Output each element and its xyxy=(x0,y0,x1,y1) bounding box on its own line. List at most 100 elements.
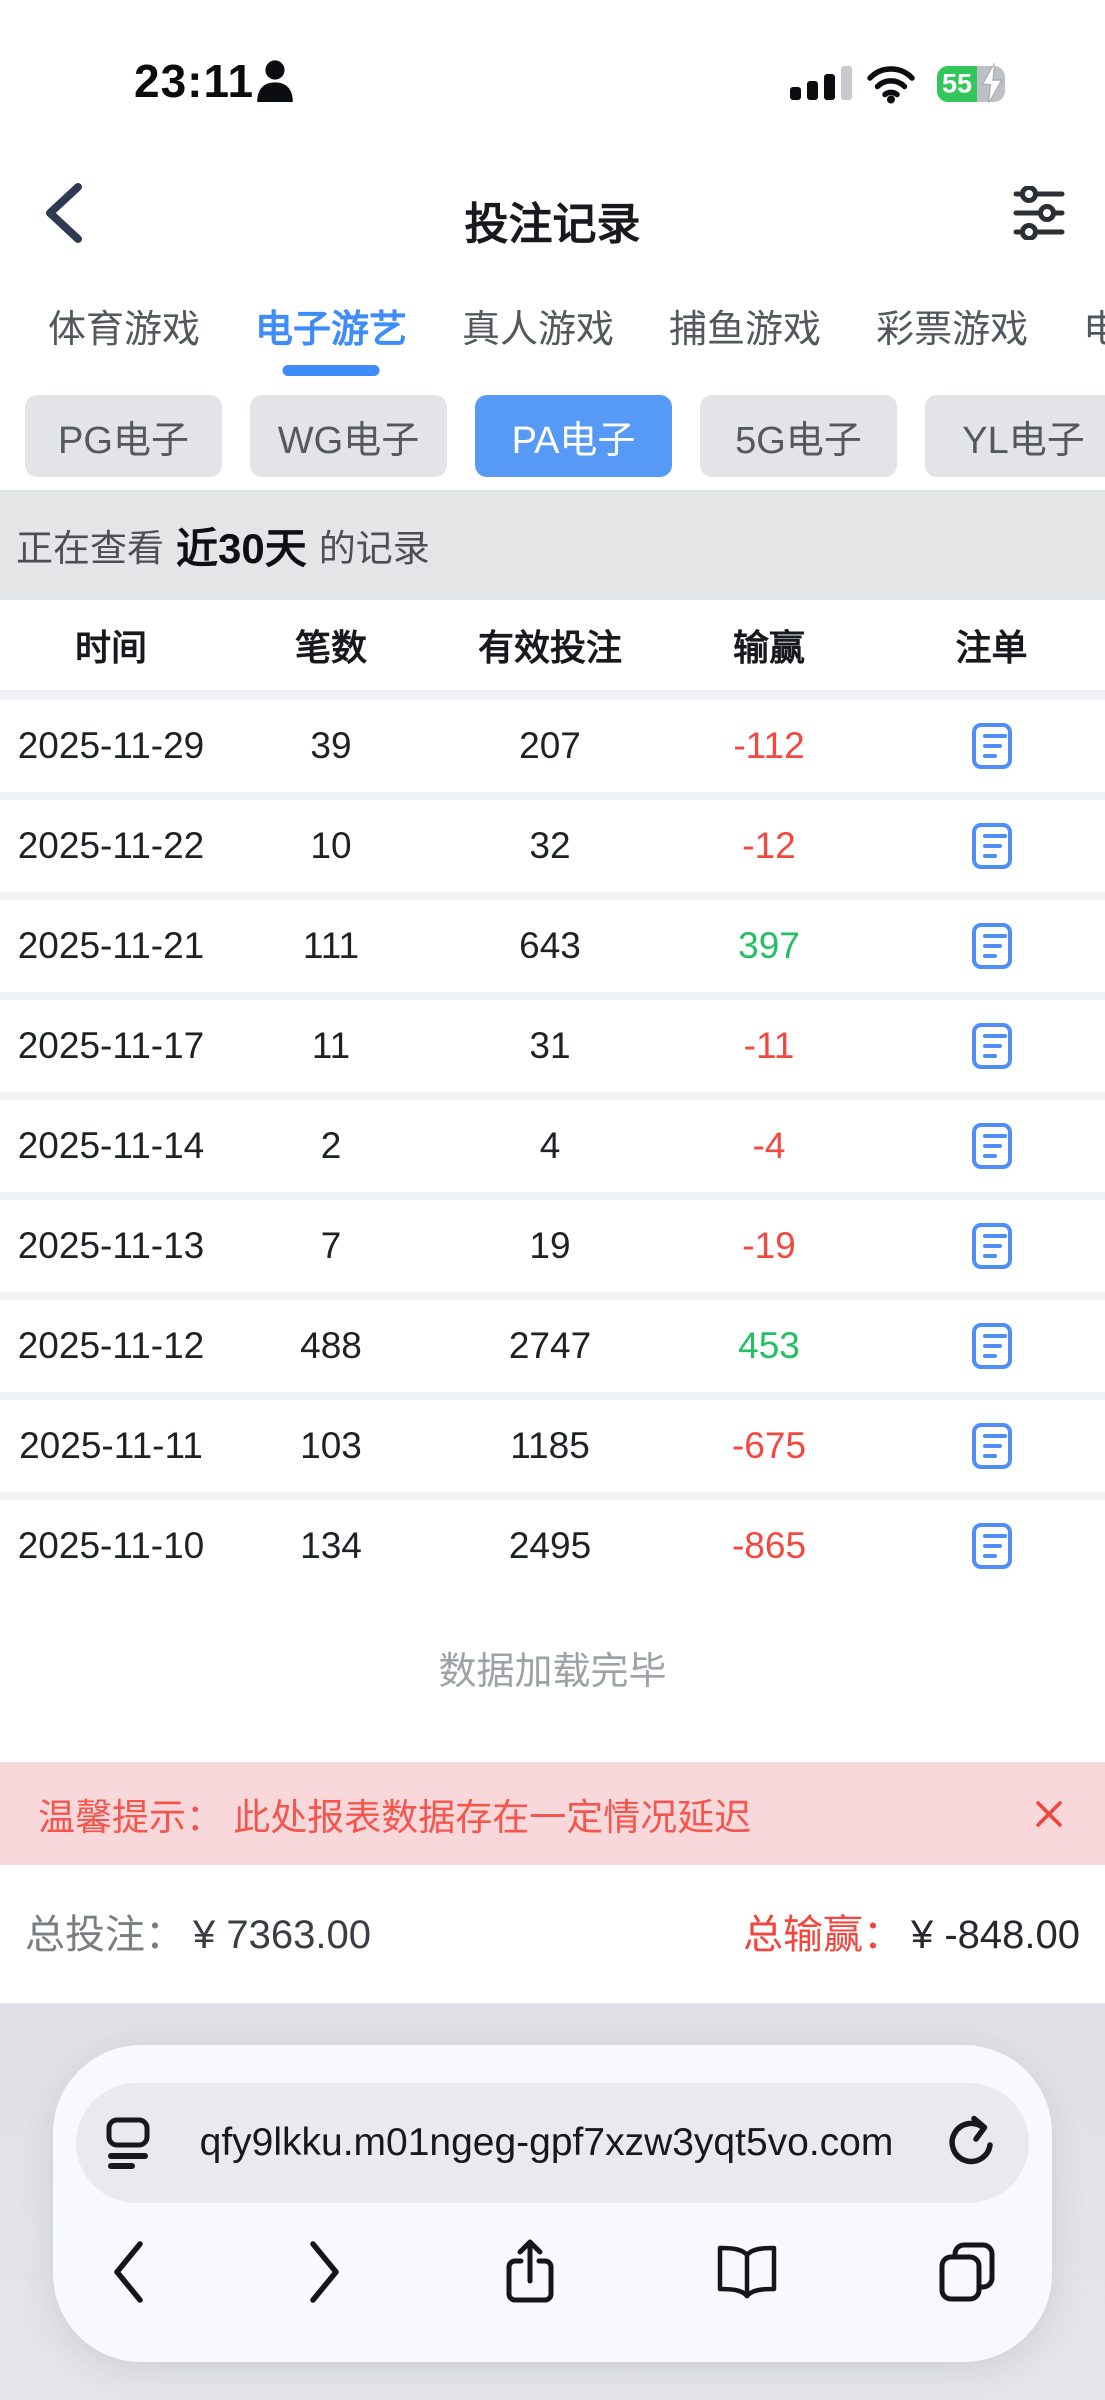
total-win-loss-value: ¥ -848.00 xyxy=(910,1913,1080,1957)
cell-win-loss: -4 xyxy=(752,1125,786,1166)
cell-valid-bet: 1185 xyxy=(510,1425,590,1466)
warning-label: 温馨提示： xyxy=(38,1796,223,1838)
cell-valid-bet: 207 xyxy=(519,725,581,766)
table-row: 2025-11-14 2 4 -4 xyxy=(0,1100,1105,1192)
order-detail-note-icon[interactable] xyxy=(971,723,1012,769)
chip-label: 5G电子 xyxy=(735,419,862,462)
status-bar: 23:11 55 xyxy=(0,0,1105,130)
cell-note xyxy=(878,1423,1105,1469)
tab-label: 电子游艺 xyxy=(255,309,408,351)
lightning-bolt-icon xyxy=(980,63,1004,103)
cell-note xyxy=(878,1323,1105,1369)
cell-date: 2025-11-29 xyxy=(17,725,205,766)
warning-message: 此处报表数据存在一定情况延迟 xyxy=(233,1796,752,1838)
cell-valid-bet: 32 xyxy=(529,825,571,866)
cell-count: 2 xyxy=(320,1125,342,1166)
browser-toolbar xyxy=(53,2217,1052,2327)
notice-suffix: 的记录 xyxy=(318,528,430,569)
tab-label: 捕鱼游戏 xyxy=(669,309,822,351)
url-text[interactable]: qfy9lkku.m01ngeg-gpf7xzw3yqt5vo.com xyxy=(199,2121,894,2164)
tab-item[interactable]: 真人游戏 xyxy=(462,280,614,385)
cellular-signal-icon xyxy=(790,64,852,102)
chip-label: WG电子 xyxy=(277,419,420,462)
load-complete-text: 数据加载完毕 xyxy=(438,1651,667,1693)
cell-valid-bet: 2495 xyxy=(508,1525,592,1566)
bet-records-table: 时间 笔数 有效投注 输赢 注单 2025-11-29 39 207 -112 … xyxy=(0,600,1105,1592)
cell-date: 2025-11-12 xyxy=(17,1325,205,1366)
cell-date: 2025-11-10 xyxy=(17,1525,205,1566)
header-count: 笔数 xyxy=(294,627,367,668)
cell-win-loss: -675 xyxy=(731,1425,807,1466)
cell-count: 134 xyxy=(300,1525,362,1566)
table-row: 2025-11-17 11 31 -11 xyxy=(0,1000,1105,1092)
tab-item[interactable]: 捕鱼游戏 xyxy=(669,280,821,385)
tabs-icon[interactable] xyxy=(938,2241,996,2303)
provider-chip[interactable]: PA电子 xyxy=(475,395,672,477)
person-icon xyxy=(254,58,296,102)
total-bet-label: 总投注： xyxy=(25,1913,185,1957)
tab-item[interactable]: 彩票游戏 xyxy=(876,280,1028,385)
battery-charging-icon: 55 xyxy=(937,63,1005,103)
chip-label: PG电子 xyxy=(58,419,189,462)
chip-label: PA电子 xyxy=(511,419,636,462)
total-win-loss-label: 总输赢： xyxy=(742,1913,903,1957)
close-x-icon[interactable] xyxy=(1031,1796,1067,1832)
order-detail-note-icon[interactable] xyxy=(971,1523,1012,1569)
cell-count: 7 xyxy=(320,1225,342,1266)
browser-forward-button[interactable] xyxy=(306,2239,344,2305)
warning-text: 温馨提示： 此处报表数据存在一定情况延迟 xyxy=(38,1787,1031,1841)
table-row: 2025-11-21 111 643 397 xyxy=(0,900,1105,992)
cell-note xyxy=(878,723,1105,769)
order-detail-note-icon[interactable] xyxy=(971,1323,1012,1369)
tab-item[interactable]: 电 xyxy=(1083,280,1105,385)
order-detail-note-icon[interactable] xyxy=(971,823,1012,869)
notice-range: 近30天 xyxy=(176,524,307,572)
cell-win-loss: -11 xyxy=(743,1025,795,1066)
status-time: 23:11 xyxy=(134,55,255,107)
total-bet: 总投注： ¥ 7363.00 xyxy=(25,1902,371,1960)
totals-summary: 总投注： ¥ 7363.00 总输赢： ¥ -848.00 xyxy=(0,1888,1105,1974)
table-header-row: 时间 笔数 有效投注 输赢 注单 xyxy=(0,600,1105,692)
share-icon[interactable] xyxy=(503,2237,557,2307)
table-row: 2025-11-10 134 2495 -865 xyxy=(0,1500,1105,1592)
reader-page-icon[interactable] xyxy=(106,2117,150,2170)
filter-sliders-button[interactable] xyxy=(1013,186,1065,240)
table-row: 2025-11-12 488 2747 453 xyxy=(0,1300,1105,1392)
cell-date: 2025-11-13 xyxy=(17,1225,205,1266)
wifi-icon xyxy=(866,64,916,104)
order-detail-note-icon[interactable] xyxy=(971,1023,1012,1069)
cell-count: 39 xyxy=(310,725,352,766)
tab-label: 电 xyxy=(1083,309,1105,351)
cell-date: 2025-11-14 xyxy=(17,1125,205,1166)
table-row: 2025-11-13 7 19 -19 xyxy=(0,1200,1105,1292)
order-detail-note-icon[interactable] xyxy=(971,1123,1012,1169)
cell-valid-bet: 19 xyxy=(529,1225,571,1266)
cell-note xyxy=(878,1223,1105,1269)
cell-valid-bet: 31 xyxy=(529,1025,571,1066)
back-button[interactable] xyxy=(40,182,92,248)
provider-chip[interactable]: 5G电子 xyxy=(700,395,897,477)
cell-note xyxy=(878,1523,1105,1569)
cell-win-loss: 397 xyxy=(738,925,800,966)
tab-item[interactable]: 体育游戏 xyxy=(48,280,200,385)
date-range-notice: 正在查看 近30天 的记录 xyxy=(0,490,1105,600)
provider-chip[interactable]: YL电子 xyxy=(925,395,1105,477)
provider-chip[interactable]: WG电子 xyxy=(250,395,447,477)
provider-chip[interactable]: PG电子 xyxy=(25,395,222,477)
order-detail-note-icon[interactable] xyxy=(971,923,1012,969)
active-tab-underline xyxy=(282,365,380,376)
order-detail-note-icon[interactable] xyxy=(971,1223,1012,1269)
header-valid-bet: 有效投注 xyxy=(477,627,622,668)
cell-valid-bet: 4 xyxy=(539,1125,561,1166)
browser-back-button[interactable] xyxy=(109,2239,147,2305)
reload-icon[interactable] xyxy=(943,2115,999,2171)
header-win-loss: 输赢 xyxy=(732,627,805,668)
cell-win-loss: 453 xyxy=(738,1325,800,1366)
tab-item[interactable]: 电子游艺 xyxy=(255,280,407,385)
table-row: 2025-11-29 39 207 -112 xyxy=(0,700,1105,792)
cell-win-loss: -12 xyxy=(742,825,796,866)
battery-percent: 55 xyxy=(942,68,973,99)
order-detail-note-icon[interactable] xyxy=(971,1423,1012,1469)
address-bar[interactable]: qfy9lkku.m01ngeg-gpf7xzw3yqt5vo.com xyxy=(76,2083,1029,2203)
bookmarks-book-icon[interactable] xyxy=(715,2244,779,2300)
